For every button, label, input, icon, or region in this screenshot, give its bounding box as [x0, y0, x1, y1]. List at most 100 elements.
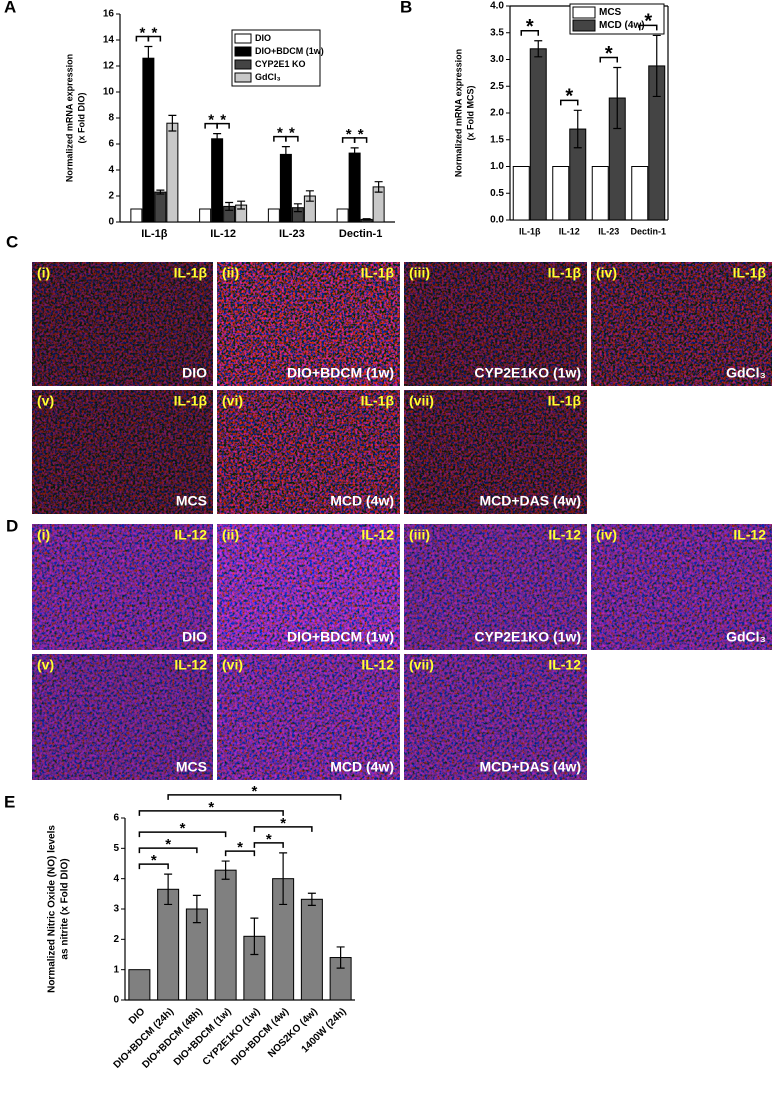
significance-bracket	[167, 794, 342, 800]
legend-label: GdCl₃	[255, 72, 281, 82]
error-bar	[350, 147, 359, 159]
y-tick-label: 5	[113, 843, 119, 854]
bar	[591, 166, 609, 221]
image-marker: IL-1β	[174, 393, 208, 409]
panel-label: D	[6, 516, 18, 535]
error-bar	[534, 40, 543, 58]
image-condition: MCD+DAS (4w)	[479, 759, 581, 775]
significance-label: *	[220, 112, 226, 129]
y-tick-label: 2.0	[490, 108, 504, 119]
error-bar	[213, 133, 222, 145]
bar	[154, 191, 167, 223]
micrograph	[404, 390, 587, 514]
bar	[267, 208, 280, 223]
image-index: (ii)	[222, 265, 239, 281]
significance-bracket	[138, 847, 198, 854]
error-bar	[281, 146, 290, 163]
error-bar	[362, 218, 371, 221]
significance-label: *	[251, 783, 257, 800]
significance-bracket	[599, 56, 618, 63]
image-condition: GdCl₃	[726, 629, 766, 645]
significance-label: *	[180, 820, 186, 837]
y-tick-label: 4	[113, 873, 119, 884]
error-bar	[336, 946, 345, 969]
panel-label: C	[6, 232, 18, 251]
micrograph	[404, 654, 587, 780]
y-tick-label: 3.0	[490, 54, 504, 65]
image-condition: DIO+BDCM (1w)	[287, 629, 394, 645]
bar	[199, 208, 212, 223]
micrograph	[217, 524, 400, 650]
y-tick-label: 2	[108, 191, 114, 202]
legend-label: CYP2E1 KO	[255, 59, 306, 69]
image-index: (vii)	[409, 393, 434, 409]
x-tick-label: Dectin-1	[339, 228, 382, 240]
image-marker: IL-12	[174, 657, 207, 673]
bar	[166, 122, 179, 223]
image-index: (iii)	[409, 265, 430, 281]
x-tick-label: Dectin-1	[630, 226, 666, 236]
y-axis-label: Normalized Nitric Oxide (NO) levels	[47, 825, 58, 993]
panel-label: E	[4, 792, 15, 811]
bar	[142, 57, 155, 223]
significance-label: *	[139, 24, 145, 41]
y-tick-label: 12	[103, 61, 115, 72]
image-marker: IL-12	[361, 527, 394, 543]
bar	[130, 208, 143, 223]
y-axis-label: (x Fold DIO)	[76, 93, 86, 144]
y-tick-label: 0	[113, 995, 119, 1006]
legend-swatch	[572, 6, 596, 19]
y-tick-label: 2	[113, 934, 119, 945]
legend-label: DIO	[255, 33, 271, 43]
significance-label: *	[280, 815, 286, 832]
y-tick-label: 8	[108, 113, 114, 124]
legend-swatch	[234, 59, 252, 70]
bar	[552, 166, 570, 221]
image-index: (iv)	[596, 527, 617, 543]
bar	[631, 166, 649, 221]
significance-label: *	[346, 126, 352, 143]
error-bar	[168, 114, 177, 132]
significance-label: *	[289, 125, 295, 142]
image-marker: IL-1β	[733, 265, 767, 281]
y-tick-label: 0.5	[490, 188, 504, 199]
image-condition: DIO	[182, 365, 207, 381]
image-condition: CYP2E1KO (1w)	[474, 629, 581, 645]
legend-label: MCS	[599, 7, 622, 18]
error-bar	[221, 860, 230, 880]
significance-bracket	[285, 135, 299, 142]
y-axis-label: Normalized mRNA expression	[453, 49, 463, 177]
significance-bracket	[253, 826, 313, 832]
image-index: (vii)	[409, 657, 434, 673]
error-bar	[144, 45, 153, 71]
x-tick-label: IL-12	[559, 226, 580, 236]
image-index: (i)	[37, 527, 50, 543]
micrograph	[404, 262, 587, 386]
micrograph	[404, 524, 587, 650]
y-tick-label: 1.5	[490, 134, 504, 145]
image-condition: MCD (4w)	[330, 493, 394, 509]
panel-label: B	[400, 0, 412, 16]
significance-bracket	[560, 99, 579, 106]
image-condition: DIO+BDCM (1w)	[287, 365, 394, 381]
y-tick-label: 4.0	[490, 1, 504, 12]
legend-label: DIO+BDCM (1w)	[255, 46, 324, 56]
error-bar	[279, 852, 288, 906]
error-bar	[374, 181, 383, 193]
significance-bracket	[224, 850, 256, 857]
image-condition: MCS	[176, 493, 207, 509]
image-marker: IL-12	[733, 527, 766, 543]
error-bar	[192, 894, 201, 924]
y-tick-label: 10	[103, 87, 115, 98]
error-bar	[652, 34, 661, 98]
image-condition: GdCl₃	[726, 365, 766, 381]
image-index: (iii)	[409, 527, 430, 543]
bar	[512, 166, 530, 221]
y-tick-label: 0.0	[490, 215, 504, 226]
y-tick-label: 6	[108, 139, 114, 150]
x-tick-label: IL-12	[210, 228, 236, 240]
micrograph	[32, 524, 213, 650]
image-index: (i)	[37, 265, 50, 281]
